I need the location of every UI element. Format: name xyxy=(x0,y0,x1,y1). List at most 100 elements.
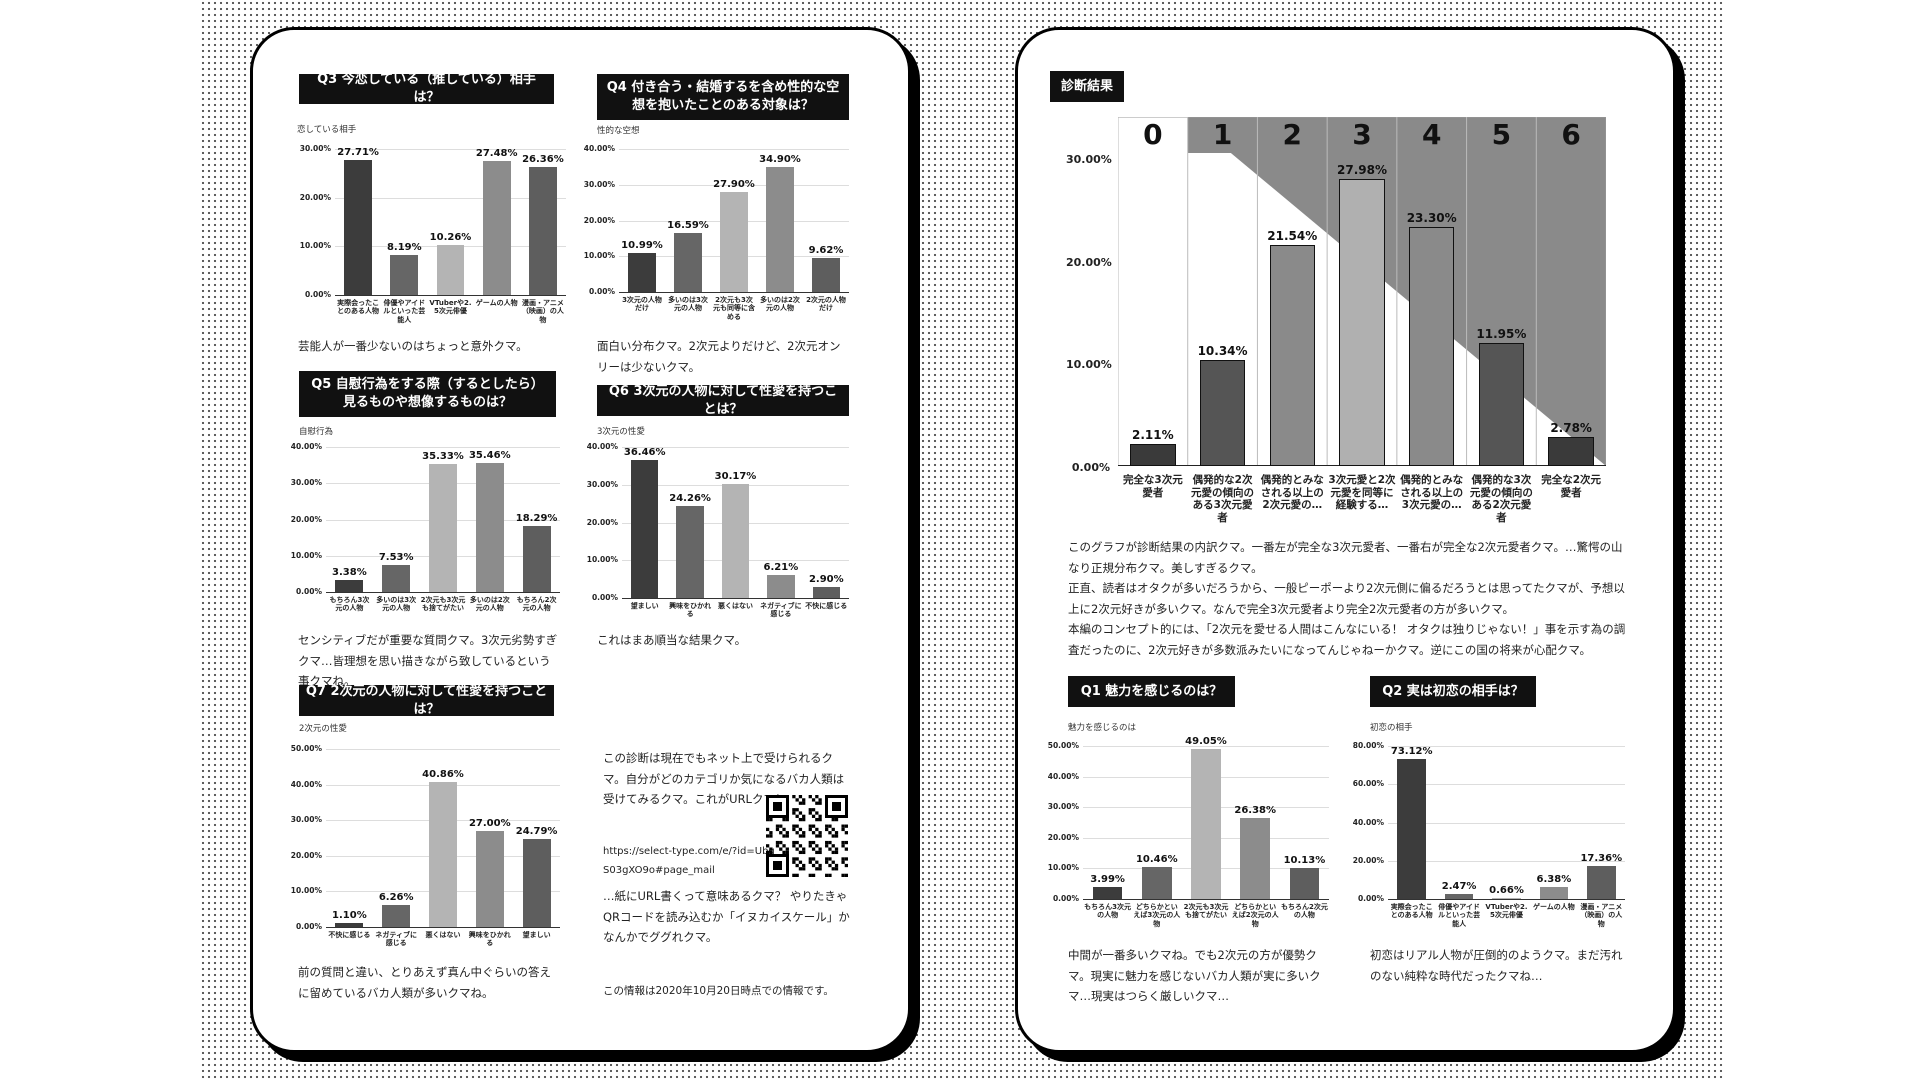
grid-line xyxy=(619,184,849,186)
y-tick-label: 20.00% xyxy=(290,514,322,524)
y-tick-label: 0.00% xyxy=(295,587,322,596)
scale-label: 5 xyxy=(1491,118,1512,151)
y-tick-label: 50.00% xyxy=(1047,741,1079,750)
y-tick-label: 40.00% xyxy=(290,779,322,789)
y-tick-label: 40.00% xyxy=(1047,771,1079,781)
y-tick-label: 30.00% xyxy=(290,815,322,825)
value-label: 10.13% xyxy=(1283,855,1326,866)
grid-line xyxy=(1388,822,1625,824)
bar xyxy=(344,160,372,295)
x-tick-label: 実際会ったことのある人物 xyxy=(337,299,380,316)
axis-line xyxy=(1388,899,1625,900)
bar xyxy=(529,166,557,295)
value-label: 1.10% xyxy=(332,910,367,922)
bar xyxy=(767,574,795,598)
axis-line xyxy=(622,598,849,599)
x-tick-label: 偶発的とみなされる以上の2次元愛の… xyxy=(1260,474,1324,512)
bar xyxy=(1269,244,1315,466)
value-label: 3.99% xyxy=(1090,873,1125,885)
chart-subtitle: 魅力を感じるのは xyxy=(1068,723,1137,733)
y-tick-label: 40.00% xyxy=(583,144,615,153)
value-label: 7.53% xyxy=(378,551,414,563)
grid-line xyxy=(619,149,849,150)
bar xyxy=(335,923,364,927)
bar xyxy=(1397,759,1426,899)
value-label: 9.62% xyxy=(808,244,844,256)
bar xyxy=(812,257,840,292)
x-tick-label: 漫画・アニメ（映画）の人物 xyxy=(1580,903,1623,928)
y-tick-label: 40.00% xyxy=(1352,817,1384,827)
y-tick-label: 30.00% xyxy=(583,179,615,189)
y-tick-label: 10.00% xyxy=(1066,358,1112,372)
caption: 中間が一番多いクマね。でも2次元の方が優勢クマ。現実に魅力を感じないバカ人類が実… xyxy=(1068,948,1321,1004)
bar xyxy=(1289,868,1320,899)
bar xyxy=(522,525,551,592)
bar xyxy=(631,460,659,598)
x-tick-label: 多いのは3次元の人物 xyxy=(376,596,417,613)
scale-label: 4 xyxy=(1421,118,1442,151)
caption: このグラフが診断結果の内訳クマ。一番左が完全な3次元愛者、一番右が完全な2次元愛… xyxy=(1068,540,1623,575)
x-tick-label: 俳優やアイドルといった芸能人 xyxy=(1438,903,1481,928)
caption: これはまあ順当な結果クマ。 xyxy=(597,633,747,647)
x-tick-label: 悪くはない xyxy=(717,602,753,610)
x-tick-label: 完全な2次元愛者 xyxy=(1541,474,1602,499)
bar xyxy=(1539,886,1569,899)
x-tick-label: 2次元も3次元も同等に含める xyxy=(713,296,755,321)
x-tick-label: 悪くはない xyxy=(425,931,461,939)
y-tick-label: 40.00% xyxy=(586,442,618,451)
x-tick-label: 2次元も3次元も捨てがたい xyxy=(420,596,466,613)
value-label: 8.19% xyxy=(386,242,422,254)
bar xyxy=(766,167,794,292)
chart-subtitle: 初恋の相手 xyxy=(1370,723,1413,733)
note-qr: …紙にURL書くって意味あるクマ？ やりたきゃQRコードを読み込むか「イヌカイス… xyxy=(603,889,850,945)
y-tick-label: 40.00% xyxy=(290,442,322,451)
x-tick-label: 望ましい xyxy=(630,602,659,610)
chart-title: Q2 実は初恋の相手は？ xyxy=(1370,676,1536,707)
bar xyxy=(1492,897,1521,899)
bar xyxy=(382,564,411,592)
value-label: 18.29% xyxy=(515,512,558,524)
value-label: 34.90% xyxy=(759,154,801,166)
x-tick-label: ネガティブに感じる xyxy=(375,931,417,948)
value-label: 24.79% xyxy=(515,825,558,837)
value-label: 16.59% xyxy=(667,219,709,231)
x-tick-label: 俳優やアイドルといった芸能人 xyxy=(383,299,426,324)
axis-line xyxy=(335,295,566,296)
x-tick-label: ゲームの人物 xyxy=(1532,903,1575,911)
bar xyxy=(475,463,504,592)
chart-frame xyxy=(1118,117,1606,466)
bar xyxy=(1130,444,1176,466)
chart-title: Q6 3次元の人物に対して性愛を持つことは？ xyxy=(597,384,849,417)
y-tick-label: 30.00% xyxy=(299,144,331,153)
x-tick-label: 不快に感じる xyxy=(805,602,848,610)
bar xyxy=(1339,178,1385,466)
value-label: 21.54% xyxy=(1267,228,1318,243)
bar xyxy=(1199,359,1246,466)
scale-label: 0 xyxy=(1143,118,1163,151)
x-tick-label: 興味をひかれる xyxy=(468,931,511,948)
x-tick-label: 多いのは3次元の人物 xyxy=(668,296,708,313)
axis-line xyxy=(326,927,560,928)
axis-line xyxy=(1083,899,1329,900)
x-tick-label: VTuberや2.5次元俳優 xyxy=(1485,903,1528,920)
bar xyxy=(1444,894,1474,899)
x-tick-label: 漫画・アニメ（映画）の人物 xyxy=(521,299,564,324)
y-tick-label: 0.00% xyxy=(1071,461,1110,474)
chart-subtitle: 3次元の性愛 xyxy=(597,427,645,437)
x-tick-label: 興味をひかれる xyxy=(669,602,712,619)
y-tick-label: 0.00% xyxy=(591,593,618,602)
y-tick-label: 10.00% xyxy=(299,241,331,251)
y-tick-label: 10.00% xyxy=(583,251,615,261)
value-label: 2.47% xyxy=(1441,881,1477,893)
caption: 前の質問と違い、とりあえず真ん中ぐらいの答えに留めているバカ人類が多いクマね。 xyxy=(298,965,551,1000)
grid-line xyxy=(1083,746,1329,747)
bar xyxy=(335,579,364,592)
value-label: 27.98% xyxy=(1337,162,1387,177)
chart-subtitle: 自慰行為 xyxy=(299,427,334,437)
x-tick-label: どちらかといえば2次元の人物 xyxy=(1231,903,1279,928)
note-url: https://select-type.com/e/?id=UbqS03gXO9… xyxy=(603,846,775,876)
value-label: 3.38% xyxy=(332,566,367,578)
y-tick-label: 60.00% xyxy=(1352,779,1384,789)
x-tick-label: もちろん3次元の人物 xyxy=(1084,903,1132,920)
